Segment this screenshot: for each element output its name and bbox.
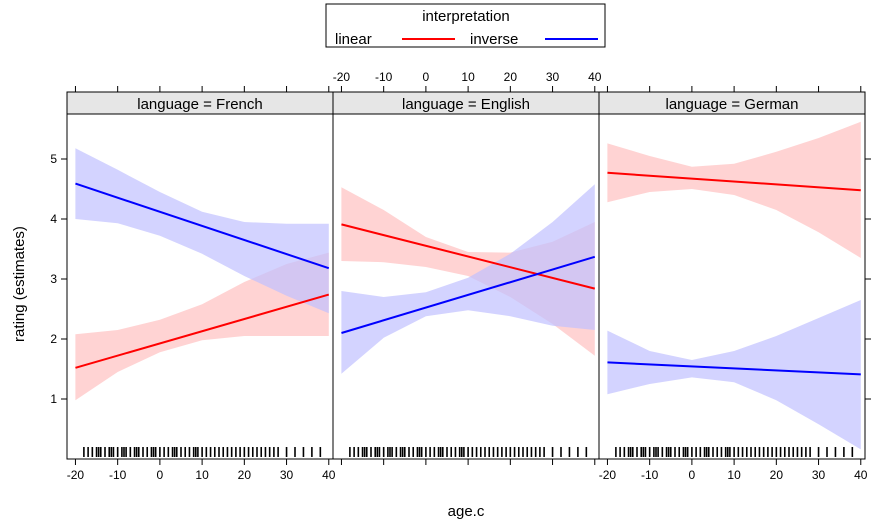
y-tick-label: 1 — [50, 392, 57, 406]
x-tick-label-top: 10 — [461, 70, 475, 84]
x-axis-label: age.c — [448, 503, 485, 520]
x-tick-label: 40 — [854, 468, 868, 482]
x-tick-label-top: 0 — [423, 70, 430, 84]
x-tick-label: 20 — [770, 468, 784, 482]
y-axis-label: rating (estimates) — [11, 226, 28, 342]
x-tick-label: -10 — [109, 468, 127, 482]
x-tick-label: 30 — [280, 468, 294, 482]
x-tick-label: 10 — [727, 468, 741, 482]
x-tick-label-top: -10 — [375, 70, 393, 84]
legend: interpretation linear inverse — [325, 3, 606, 48]
x-tick-label: 0 — [157, 468, 164, 482]
ci-band-linear-2 — [341, 187, 595, 356]
x-tick-label-top: 40 — [588, 70, 602, 84]
ci-band-linear-1 — [75, 252, 329, 401]
x-tick-label-top: -20 — [333, 70, 351, 84]
x-tick-label-top: 30 — [546, 70, 560, 84]
fit-line-inverse-1 — [75, 182, 330, 270]
strip-label-2: language = English — [402, 96, 530, 113]
strip-label-3: language = German — [665, 96, 798, 113]
legend-label-linear: linear — [335, 31, 372, 48]
fit-line-inverse-3 — [607, 361, 861, 376]
x-tick-label: 30 — [812, 468, 826, 482]
fit-line-linear-1 — [75, 293, 330, 369]
y-tick-label: 2 — [50, 332, 57, 346]
y-tick-label: 4 — [50, 212, 57, 226]
fit-line-linear-2 — [341, 223, 596, 290]
panel-3: language = German -20 -10 0 10 20 30 40 — [598, 86, 868, 482]
fit-line-inverse-2 — [341, 255, 596, 334]
x-tick-label: 0 — [689, 468, 696, 482]
panels: language = French-20 -10 0 10 20 30 40language… — [50, 70, 871, 482]
ci-band-inverse-3 — [607, 300, 861, 450]
x-tick-label: -20 — [67, 468, 85, 482]
strip-label-1: language = French — [137, 96, 263, 113]
x-tick-label: -20 — [599, 468, 617, 482]
x-tick-label: 40 — [322, 468, 336, 482]
panel-2: language = English -20 -10 0 10 20 30 40 — [332, 70, 602, 465]
legend-label-inverse: inverse — [470, 31, 518, 48]
x-tick-label-top: 20 — [504, 70, 518, 84]
x-tick-label: 20 — [238, 468, 252, 482]
ci-band-inverse-1 — [75, 148, 329, 314]
x-tick-label: 10 — [195, 468, 209, 482]
y-tick-label: 3 — [50, 272, 57, 286]
panel-1: language = French -20 -10 0 10 20 30 40 — [66, 86, 336, 482]
ci-band-linear-3 — [607, 121, 861, 258]
ci-band-inverse-2 — [341, 184, 595, 374]
fit-line-linear-3 — [607, 171, 861, 192]
panel-frame-3 — [598, 113, 866, 460]
y-tick-label: 5 — [50, 152, 57, 166]
x-tick-label: -10 — [641, 468, 659, 482]
legend-title: interpretation — [422, 8, 510, 25]
